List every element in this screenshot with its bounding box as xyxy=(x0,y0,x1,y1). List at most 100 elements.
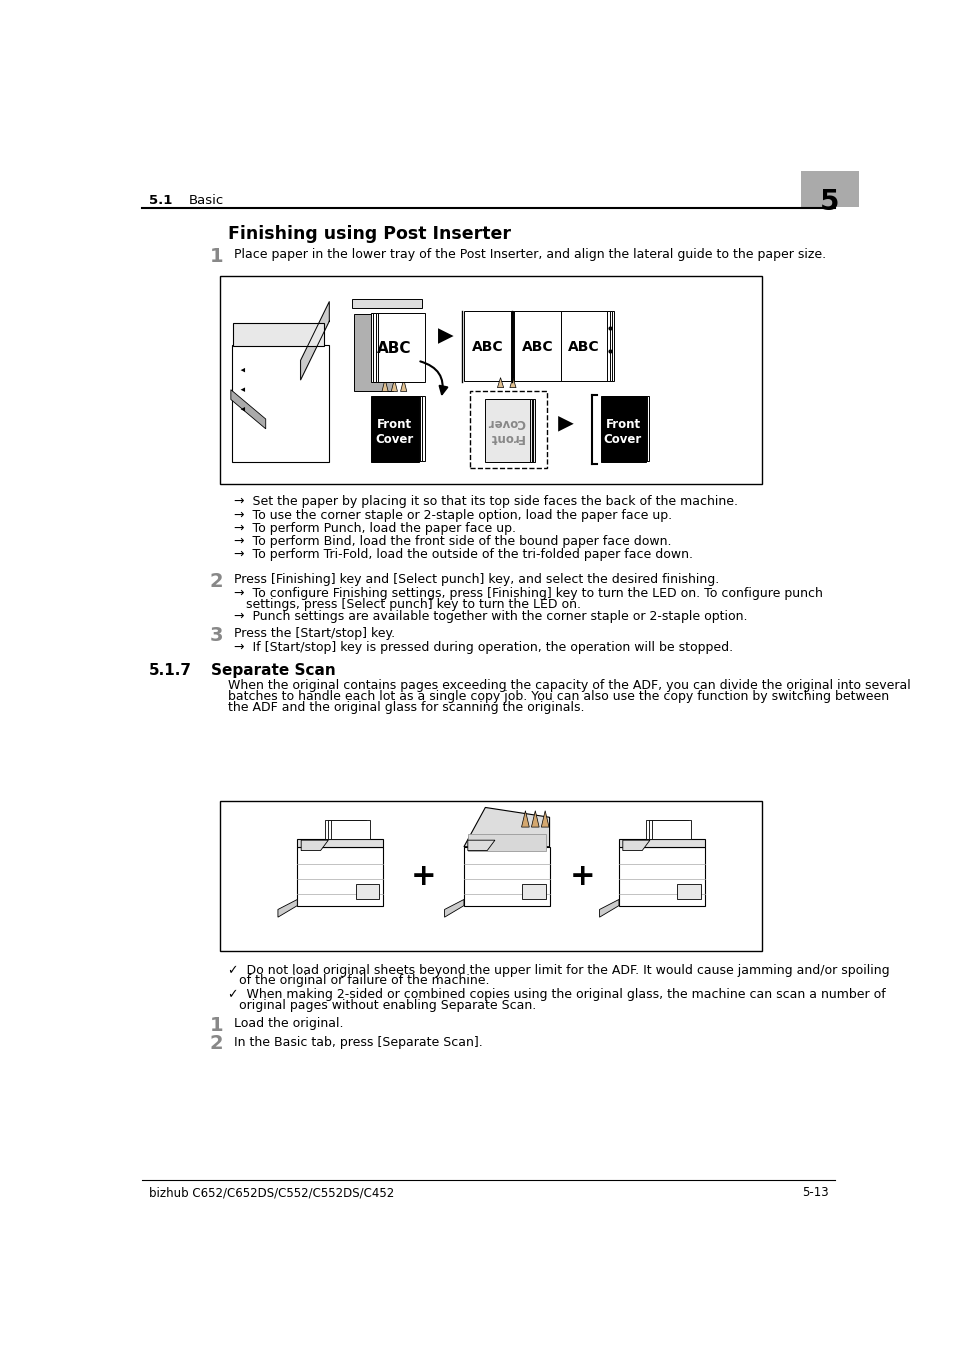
FancyBboxPatch shape xyxy=(331,819,369,838)
FancyBboxPatch shape xyxy=(469,392,546,468)
Text: 1: 1 xyxy=(210,1017,223,1035)
FancyBboxPatch shape xyxy=(297,838,382,846)
FancyBboxPatch shape xyxy=(371,396,418,462)
Text: Front
Cover: Front Cover xyxy=(603,417,641,446)
Polygon shape xyxy=(521,811,529,828)
FancyBboxPatch shape xyxy=(602,396,644,460)
Polygon shape xyxy=(400,379,406,391)
Polygon shape xyxy=(622,840,649,850)
Polygon shape xyxy=(497,378,503,387)
FancyBboxPatch shape xyxy=(677,884,700,899)
Text: When the original contains pages exceeding the capacity of the ADF, you can divi: When the original contains pages exceedi… xyxy=(228,679,909,693)
FancyBboxPatch shape xyxy=(377,313,424,382)
FancyBboxPatch shape xyxy=(562,312,609,381)
FancyBboxPatch shape xyxy=(488,400,533,462)
Polygon shape xyxy=(352,300,422,308)
Text: bizhub C652/C652DS/C552/C552DS/C452: bizhub C652/C652DS/C552/C552DS/C452 xyxy=(149,1187,394,1199)
FancyBboxPatch shape xyxy=(467,834,545,850)
FancyBboxPatch shape xyxy=(471,312,517,381)
Text: Load the original.: Load the original. xyxy=(233,1018,343,1030)
FancyBboxPatch shape xyxy=(375,396,419,460)
FancyBboxPatch shape xyxy=(522,884,545,899)
FancyBboxPatch shape xyxy=(560,312,607,381)
FancyBboxPatch shape xyxy=(324,819,363,838)
FancyBboxPatch shape xyxy=(375,313,422,382)
Text: ✓  When making 2-sided or combined copies using the original glass, the machine : ✓ When making 2-sided or combined copies… xyxy=(228,988,884,1002)
Text: batches to handle each lot as a single copy job. You can also use the copy funct: batches to handle each lot as a single c… xyxy=(228,690,888,703)
FancyBboxPatch shape xyxy=(517,312,562,381)
Text: Front
Cover: Front Cover xyxy=(375,417,413,446)
Text: Place paper in the lower tray of the Post Inserter, and align the lateral guide : Place paper in the lower tray of the Pos… xyxy=(233,248,825,262)
Polygon shape xyxy=(277,899,297,917)
FancyBboxPatch shape xyxy=(373,313,419,382)
Text: 5.1: 5.1 xyxy=(149,194,172,208)
Text: ABC: ABC xyxy=(376,340,411,356)
Text: Front
Cover: Front Cover xyxy=(487,416,525,444)
FancyBboxPatch shape xyxy=(514,312,560,381)
Text: of the original or failure of the machine.: of the original or failure of the machin… xyxy=(239,975,489,987)
Polygon shape xyxy=(509,378,516,387)
FancyBboxPatch shape xyxy=(233,323,323,347)
FancyBboxPatch shape xyxy=(652,819,691,838)
FancyBboxPatch shape xyxy=(567,312,614,381)
Text: ABC: ABC xyxy=(471,340,502,354)
FancyBboxPatch shape xyxy=(220,801,761,952)
Text: 2: 2 xyxy=(210,1034,223,1053)
FancyBboxPatch shape xyxy=(645,819,684,838)
FancyBboxPatch shape xyxy=(220,275,363,483)
FancyBboxPatch shape xyxy=(355,884,378,899)
FancyBboxPatch shape xyxy=(463,846,549,906)
Text: →  Punch settings are available together with the corner staple or 2-staple opti: → Punch settings are available together … xyxy=(233,610,746,624)
FancyBboxPatch shape xyxy=(468,312,515,381)
FancyBboxPatch shape xyxy=(371,313,417,382)
FancyBboxPatch shape xyxy=(649,819,687,838)
FancyBboxPatch shape xyxy=(464,312,510,381)
Text: ✓  Do not load original sheets beyond the upper limit for the ADF. It would caus: ✓ Do not load original sheets beyond the… xyxy=(228,964,888,976)
Polygon shape xyxy=(540,811,549,828)
Text: →  To perform Tri-Fold, load the outside of the tri-folded paper face down.: → To perform Tri-Fold, load the outside … xyxy=(233,548,692,560)
Text: Finishing using Post Inserter: Finishing using Post Inserter xyxy=(228,225,510,243)
Text: →  To perform Bind, load the front side of the bound paper face down.: → To perform Bind, load the front side o… xyxy=(233,535,671,548)
Text: original pages without enabling Separate Scan.: original pages without enabling Separate… xyxy=(239,999,536,1012)
Text: 5.1.7: 5.1.7 xyxy=(149,663,192,678)
Text: Separate Scan: Separate Scan xyxy=(211,663,335,678)
Polygon shape xyxy=(381,379,388,391)
Text: settings, press [Select punch] key to turn the LED on.: settings, press [Select punch] key to tu… xyxy=(245,598,580,610)
FancyBboxPatch shape xyxy=(354,315,393,392)
Text: →  To perform Punch, load the paper face up.: → To perform Punch, load the paper face … xyxy=(233,521,516,535)
Polygon shape xyxy=(301,840,328,850)
Text: +: + xyxy=(569,861,595,891)
Text: In the Basic tab, press [Separate Scan].: In the Basic tab, press [Separate Scan]. xyxy=(233,1035,482,1049)
FancyBboxPatch shape xyxy=(618,838,704,846)
Text: +: + xyxy=(411,861,436,891)
FancyBboxPatch shape xyxy=(618,846,704,906)
FancyBboxPatch shape xyxy=(297,846,382,906)
FancyBboxPatch shape xyxy=(328,819,366,838)
FancyBboxPatch shape xyxy=(373,396,417,460)
FancyBboxPatch shape xyxy=(604,396,646,460)
Text: 5-13: 5-13 xyxy=(801,1187,828,1199)
FancyBboxPatch shape xyxy=(466,312,513,381)
Polygon shape xyxy=(463,807,549,846)
Polygon shape xyxy=(598,899,618,917)
Text: →  To use the corner staple or 2-staple option, load the paper face up.: → To use the corner staple or 2-staple o… xyxy=(233,509,671,521)
Text: Basic: Basic xyxy=(189,194,224,208)
FancyBboxPatch shape xyxy=(484,400,530,462)
FancyBboxPatch shape xyxy=(489,400,534,462)
Text: 5: 5 xyxy=(820,188,839,216)
FancyBboxPatch shape xyxy=(607,396,649,460)
FancyBboxPatch shape xyxy=(220,275,761,483)
Text: 3: 3 xyxy=(210,625,223,644)
Polygon shape xyxy=(391,379,397,391)
Text: 2: 2 xyxy=(210,571,223,591)
Polygon shape xyxy=(467,840,495,850)
FancyBboxPatch shape xyxy=(377,396,422,460)
Text: Press [Finishing] key and [Select punch] key, and select the desired finishing.: Press [Finishing] key and [Select punch]… xyxy=(233,574,719,586)
Polygon shape xyxy=(231,390,266,429)
Text: →  Set the paper by placing it so that its top side faces the back of the machin: → Set the paper by placing it so that it… xyxy=(233,495,738,509)
Polygon shape xyxy=(300,301,329,379)
Polygon shape xyxy=(531,811,538,828)
FancyBboxPatch shape xyxy=(486,400,531,462)
FancyBboxPatch shape xyxy=(521,312,567,381)
Text: ABC: ABC xyxy=(568,340,599,354)
